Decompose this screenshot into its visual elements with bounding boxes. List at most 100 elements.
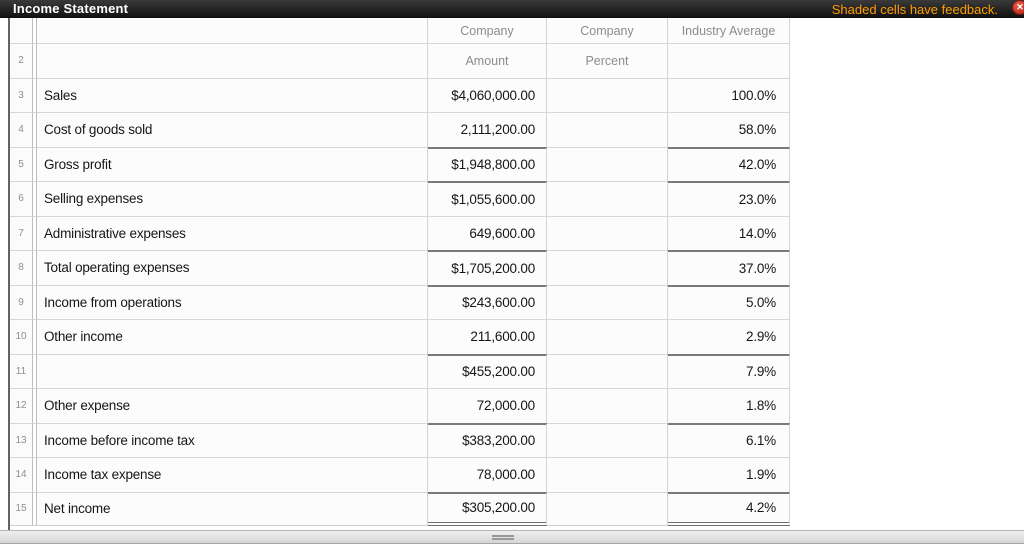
label-cell: Sales — [37, 77, 428, 112]
table-row-gross-profit: 5 Gross profit $1,948,800.00 42.0% — [10, 146, 790, 181]
row-number — [10, 18, 33, 43]
label-cell: Net income — [37, 491, 428, 526]
row-number: 6 — [10, 181, 33, 216]
percent-input-cell[interactable] — [547, 112, 668, 147]
gutter — [33, 353, 37, 388]
gutter — [33, 18, 37, 43]
percent-input-cell[interactable] — [547, 491, 668, 526]
table-row-selling-expenses: 6 Selling expenses $1,055,600.00 23.0% — [10, 181, 790, 216]
header-company-amount: Company — [428, 18, 547, 43]
gutter — [33, 457, 37, 492]
percent-input-cell[interactable] — [547, 215, 668, 250]
amount-cell[interactable]: 211,600.00 — [428, 319, 547, 354]
gutter — [33, 491, 37, 526]
industry-cell[interactable]: 100.0% — [668, 77, 790, 112]
titlebar: Income Statement Shaded cells have feedb… — [0, 0, 1024, 18]
label-cell: Other income — [37, 319, 428, 354]
close-icon[interactable]: ✕ — [1012, 0, 1024, 15]
industry-cell[interactable]: 23.0% — [668, 181, 790, 216]
percent-input-cell[interactable] — [547, 284, 668, 319]
table-row-admin-expenses: 7 Administrative expenses 649,600.00 14.… — [10, 215, 790, 250]
industry-cell[interactable]: 7.9% — [668, 353, 790, 388]
label-cell: Income from operations — [37, 284, 428, 319]
amount-cell[interactable]: $455,200.00 — [428, 353, 547, 388]
industry-cell[interactable]: 5.0% — [668, 284, 790, 319]
gutter — [33, 319, 37, 354]
industry-cell[interactable]: 1.8% — [668, 388, 790, 423]
industry-cell[interactable]: 37.0% — [668, 250, 790, 285]
amount-cell[interactable]: $1,055,600.00 — [428, 181, 547, 216]
bottom-bar — [0, 530, 1024, 544]
percent-input-cell[interactable] — [547, 388, 668, 423]
row-number: 7 — [10, 215, 33, 250]
gutter — [33, 146, 37, 181]
gutter — [33, 388, 37, 423]
amount-cell[interactable]: $305,200.00 — [428, 491, 547, 526]
amount-cell[interactable]: $383,200.00 — [428, 422, 547, 457]
table-row-income-before-tax: 13 Income before income tax $383,200.00 … — [10, 422, 790, 457]
drag-handle[interactable] — [492, 535, 514, 540]
label-cell: Income tax expense — [37, 457, 428, 492]
label-cell: Gross profit — [37, 146, 428, 181]
percent-input-cell[interactable] — [547, 353, 668, 388]
header-amount: Amount — [428, 43, 547, 78]
table-row-income-tax-expense: 14 Income tax expense 78,000.00 1.9% — [10, 457, 790, 492]
gutter — [33, 215, 37, 250]
industry-cell[interactable]: 42.0% — [668, 146, 790, 181]
row-number: 2 — [10, 43, 33, 78]
row-number: 12 — [10, 388, 33, 423]
industry-cell[interactable]: 6.1% — [668, 422, 790, 457]
percent-input-cell[interactable] — [547, 250, 668, 285]
percent-input-cell[interactable] — [547, 77, 668, 112]
amount-cell[interactable]: $243,600.00 — [428, 284, 547, 319]
label-cell: Other expense — [37, 388, 428, 423]
table-row-total-operating-expenses: 8 Total operating expenses $1,705,200.00… — [10, 250, 790, 285]
gutter — [33, 43, 37, 78]
gutter — [33, 250, 37, 285]
amount-cell[interactable]: $1,705,200.00 — [428, 250, 547, 285]
amount-cell[interactable]: 72,000.00 — [428, 388, 547, 423]
industry-cell[interactable]: 1.9% — [668, 457, 790, 492]
table-row-other-expense: 12 Other expense 72,000.00 1.8% — [10, 388, 790, 423]
amount-cell[interactable]: 2,111,200.00 — [428, 112, 547, 147]
feedback-notice: Shaded cells have feedback. — [831, 2, 998, 17]
amount-cell[interactable]: 649,600.00 — [428, 215, 547, 250]
percent-input-cell[interactable] — [547, 146, 668, 181]
table-row-income-from-operations: 9 Income from operations $243,600.00 5.0… — [10, 284, 790, 319]
percent-input-cell[interactable] — [547, 457, 668, 492]
amount-cell[interactable]: $4,060,000.00 — [428, 77, 547, 112]
industry-cell[interactable]: 2.9% — [668, 319, 790, 354]
row-number: 8 — [10, 250, 33, 285]
row-number: 9 — [10, 284, 33, 319]
label-cell — [37, 18, 428, 43]
window-title: Income Statement — [13, 1, 129, 16]
industry-cell[interactable]: 14.0% — [668, 215, 790, 250]
label-cell: Administrative expenses — [37, 215, 428, 250]
table-row-cogs: 4 Cost of goods sold 2,111,200.00 58.0% — [10, 112, 790, 147]
gutter — [33, 112, 37, 147]
amount-cell[interactable]: $1,948,800.00 — [428, 146, 547, 181]
percent-input-cell[interactable] — [547, 181, 668, 216]
gutter — [33, 422, 37, 457]
table-row-other-income: 10 Other income 211,600.00 2.9% — [10, 319, 790, 354]
label-cell — [37, 43, 428, 78]
row-number: 3 — [10, 77, 33, 112]
header-industry-average: Industry Average — [668, 18, 790, 43]
table-row-net-income: 15 Net income $305,200.00 4.2% — [10, 491, 790, 526]
table-row-sales: 3 Sales $4,060,000.00 100.0% — [10, 77, 790, 112]
percent-input-cell[interactable] — [547, 319, 668, 354]
row-number: 4 — [10, 112, 33, 147]
industry-cell[interactable]: 58.0% — [668, 112, 790, 147]
label-cell: Cost of goods sold — [37, 112, 428, 147]
header-company-percent: Company — [547, 18, 668, 43]
row-number: 14 — [10, 457, 33, 492]
label-cell — [37, 353, 428, 388]
table-row-subtotal: 11 $455,200.00 7.9% — [10, 353, 790, 388]
percent-input-cell[interactable] — [547, 422, 668, 457]
gutter — [33, 77, 37, 112]
label-cell: Selling expenses — [37, 181, 428, 216]
amount-cell[interactable]: 78,000.00 — [428, 457, 547, 492]
industry-cell[interactable]: 4.2% — [668, 491, 790, 526]
header-industry-blank — [668, 43, 790, 78]
